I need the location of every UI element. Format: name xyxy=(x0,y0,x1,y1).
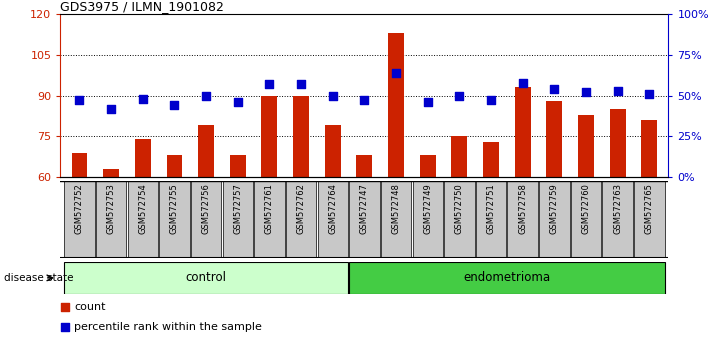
Bar xyxy=(539,181,570,258)
Bar xyxy=(634,181,665,258)
Bar xyxy=(419,155,436,177)
Text: GSM572752: GSM572752 xyxy=(75,183,84,234)
Text: GSM572750: GSM572750 xyxy=(455,183,464,234)
Text: GSM572756: GSM572756 xyxy=(202,183,210,234)
Text: GSM572753: GSM572753 xyxy=(107,183,116,234)
Bar xyxy=(255,181,284,258)
Point xyxy=(59,324,70,330)
Point xyxy=(137,96,149,102)
Point xyxy=(643,91,655,97)
Bar xyxy=(451,136,467,177)
Text: disease state: disease state xyxy=(4,273,73,283)
Point xyxy=(74,98,85,103)
Text: GSM572755: GSM572755 xyxy=(170,183,179,234)
Text: GSM572749: GSM572749 xyxy=(423,183,432,234)
Text: count: count xyxy=(74,302,106,312)
Bar xyxy=(198,125,214,177)
Bar xyxy=(547,101,562,177)
Text: GSM572748: GSM572748 xyxy=(392,183,400,234)
Bar xyxy=(571,181,602,258)
Text: GSM572763: GSM572763 xyxy=(613,183,622,234)
Point xyxy=(549,86,560,92)
Text: GSM572754: GSM572754 xyxy=(138,183,147,234)
Text: GSM572758: GSM572758 xyxy=(518,183,527,234)
Bar xyxy=(349,181,380,258)
Point xyxy=(454,93,465,98)
Point xyxy=(59,304,70,309)
Bar xyxy=(127,181,158,258)
Text: GSM572761: GSM572761 xyxy=(265,183,274,234)
Bar xyxy=(223,181,253,258)
Bar xyxy=(135,139,151,177)
Point xyxy=(486,98,497,103)
Bar xyxy=(388,33,404,177)
Bar xyxy=(159,181,190,258)
Bar xyxy=(293,96,309,177)
Point xyxy=(612,88,624,93)
Point xyxy=(105,106,117,112)
Point xyxy=(201,93,212,98)
Bar xyxy=(318,181,348,258)
Bar xyxy=(64,262,348,294)
Point xyxy=(295,81,306,87)
Bar xyxy=(356,155,373,177)
Bar xyxy=(412,181,443,258)
Text: GSM572764: GSM572764 xyxy=(328,183,337,234)
Bar xyxy=(508,181,538,258)
Bar xyxy=(349,262,665,294)
Text: GSM572760: GSM572760 xyxy=(582,183,591,234)
Point xyxy=(580,90,592,95)
Text: GSM572751: GSM572751 xyxy=(486,183,496,234)
Bar xyxy=(602,181,633,258)
Text: endometrioma: endometrioma xyxy=(464,272,550,284)
Text: GSM572765: GSM572765 xyxy=(645,183,654,234)
Point xyxy=(517,80,528,85)
Point xyxy=(422,99,434,105)
Point xyxy=(358,98,370,103)
Text: GSM572747: GSM572747 xyxy=(360,183,369,234)
Bar xyxy=(96,181,127,258)
Text: GSM572762: GSM572762 xyxy=(296,183,306,234)
Point xyxy=(327,93,338,98)
Bar xyxy=(381,181,411,258)
Point xyxy=(232,99,243,105)
Bar xyxy=(64,181,95,258)
Bar xyxy=(166,155,182,177)
Bar xyxy=(483,142,499,177)
Bar xyxy=(578,115,594,177)
Bar xyxy=(444,181,474,258)
Bar xyxy=(610,109,626,177)
Bar xyxy=(72,153,87,177)
Bar xyxy=(286,181,316,258)
Text: percentile rank within the sample: percentile rank within the sample xyxy=(74,322,262,332)
Bar xyxy=(325,125,341,177)
Bar xyxy=(641,120,657,177)
Point xyxy=(390,70,402,76)
Text: GDS3975 / ILMN_1901082: GDS3975 / ILMN_1901082 xyxy=(60,0,224,13)
Bar xyxy=(103,169,119,177)
Bar xyxy=(262,96,277,177)
Bar xyxy=(515,87,530,177)
Text: GSM572757: GSM572757 xyxy=(233,183,242,234)
Text: GSM572759: GSM572759 xyxy=(550,183,559,234)
Bar xyxy=(476,181,506,258)
Bar xyxy=(230,155,246,177)
Text: control: control xyxy=(186,272,227,284)
Point xyxy=(264,81,275,87)
Bar xyxy=(191,181,221,258)
Point xyxy=(169,103,180,108)
